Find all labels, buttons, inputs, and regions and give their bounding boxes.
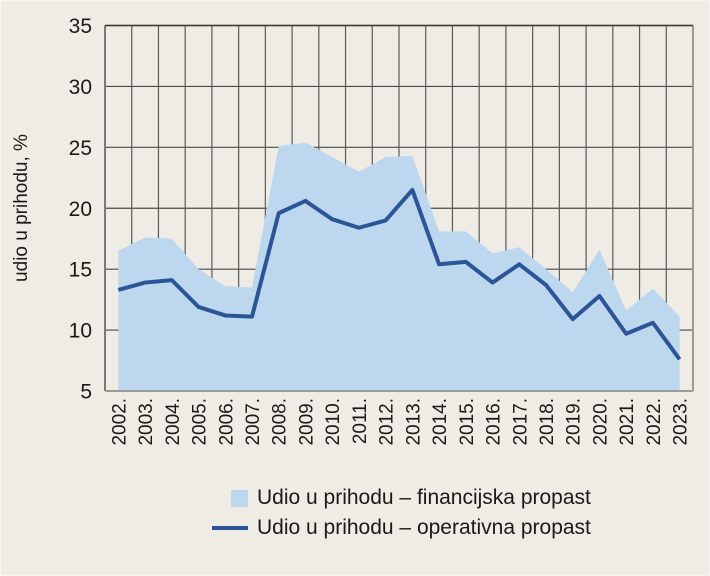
y-tick-label: 20 [69, 198, 92, 221]
legend-label: Udio u prihodu – financijska propast [257, 486, 591, 509]
marks [117, 142, 682, 391]
x-tick-label: 2013. [403, 398, 424, 446]
y-tick-label: 35 [69, 15, 92, 38]
legend: Udio u prihodu – financijska propast Udi… [200, 483, 591, 543]
y-tick-label: 15 [69, 259, 92, 282]
y-tick-label: 5 [80, 381, 92, 404]
x-tick-label: 2018. [537, 398, 558, 446]
area-financijska-propast [118, 142, 680, 391]
x-tick-label: 2015. [457, 398, 478, 446]
x-tick-label: 2023. [671, 398, 692, 446]
legend-item-financijska: Udio u prihodu – financijska propast [200, 483, 591, 513]
line-operativna-propast [117, 187, 682, 361]
legend-item-operativna: Udio u prihodu – operativna propast [200, 513, 591, 543]
x-tick-label: 2007. [243, 398, 264, 446]
x-tick-label: 2016. [484, 398, 505, 446]
x-tick-label: 2010. [323, 398, 344, 446]
x-tick-label: 2005. [190, 398, 211, 446]
x-tick-label: 2021. [617, 398, 638, 446]
y-tick-label: 25 [69, 137, 92, 160]
axes: 5 10 15 20 25 30 35 2002. 2003. 2004. 2005. 2006. 20… [69, 15, 694, 446]
x-tick-label: 2003. [136, 398, 157, 446]
x-tick-label: 2002. [109, 398, 130, 446]
legend-swatch-area [231, 489, 248, 507]
x-tick-label: 2012. [377, 398, 398, 446]
x-tick-label: 2004. [163, 398, 184, 446]
x-tick-label: 2022. [644, 398, 665, 446]
x-tick-label: 2019. [564, 398, 585, 446]
legend-swatch-line [212, 526, 248, 530]
x-tick-label: 2011. [350, 398, 371, 444]
legend-label: Udio u prihodu – operativna propast [257, 516, 591, 539]
y-tick-label: 10 [69, 320, 92, 343]
x-tick-label: 2009. [296, 398, 317, 446]
x-tick-label: 2006. [216, 398, 237, 446]
x-tick-label: 2020. [590, 398, 611, 446]
y-tick-label: 30 [69, 76, 92, 99]
x-tick-label: 2008. [270, 398, 291, 446]
x-tick-label: 2014. [430, 398, 451, 446]
y-axis-label: udio u prihodu, % [11, 134, 32, 282]
x-tick-label: 2017. [510, 398, 531, 446]
